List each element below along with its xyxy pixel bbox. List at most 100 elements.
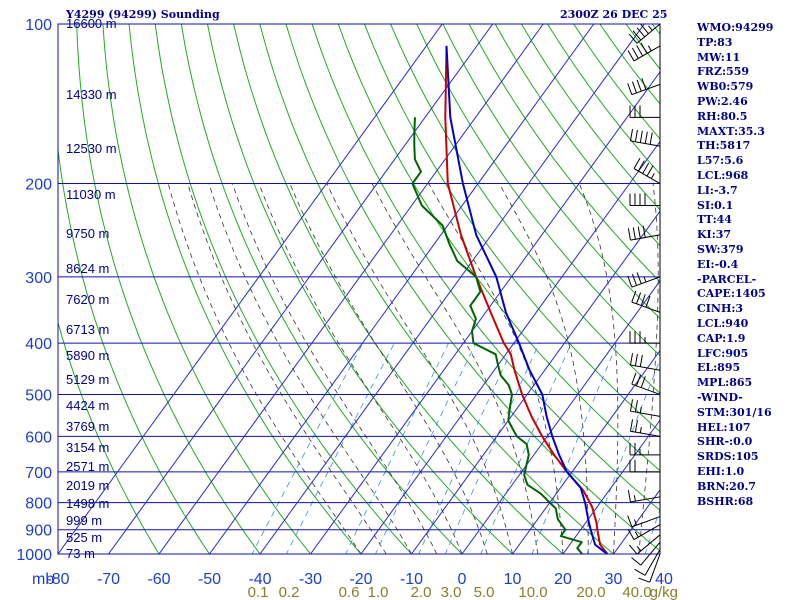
wind-barb-flag bbox=[634, 568, 646, 576]
index-item: WMO:94299 bbox=[697, 21, 774, 34]
index-item: WB0:579 bbox=[697, 80, 754, 94]
index-item: TH:5817 bbox=[697, 139, 751, 153]
wind-barb-flag bbox=[629, 399, 634, 412]
parcel-trace bbox=[445, 45, 609, 554]
pressure-tick-label: 200 bbox=[25, 177, 52, 194]
height-label: 525 m bbox=[66, 530, 102, 545]
index-item: MW:11 bbox=[697, 50, 741, 64]
isotherm-line bbox=[512, 349, 660, 554]
height-label: 999 m bbox=[66, 513, 102, 528]
wind-barb-flag bbox=[633, 157, 641, 169]
isotherm-line bbox=[360, 140, 660, 554]
temperature-tick-label: -20 bbox=[349, 571, 372, 588]
mixing-ratio-label: 0.1 bbox=[248, 584, 269, 600]
index-item: SI:0.1 bbox=[697, 198, 734, 212]
dry-adiabat bbox=[337, 24, 660, 472]
mixing-ratio-line bbox=[531, 342, 618, 554]
wind-barb-flag bbox=[628, 33, 638, 44]
temperature-tick-label: 20 bbox=[554, 571, 572, 588]
wind-barb bbox=[627, 42, 661, 62]
mixing-ratio-line bbox=[444, 342, 540, 554]
moist-adiabat bbox=[258, 183, 463, 554]
index-item: SRDS:105 bbox=[697, 450, 759, 464]
wind-barb-staff bbox=[630, 410, 661, 417]
dry-adiabat bbox=[285, 24, 660, 552]
height-label: 4424 m bbox=[66, 398, 109, 413]
mixing-ratio-label: 2.0 bbox=[411, 584, 432, 600]
temperature-tick-label: -30 bbox=[299, 571, 322, 588]
wind-barb bbox=[629, 331, 660, 344]
wind-barb-flag bbox=[637, 160, 645, 172]
dry-adiabat bbox=[390, 24, 660, 394]
index-item: HEL:107 bbox=[697, 420, 751, 434]
wind-barb-flag bbox=[627, 228, 631, 241]
wind-barb-flag bbox=[631, 273, 637, 286]
index-item: SHR-:0.0 bbox=[697, 435, 753, 449]
index-item: RH:80.5 bbox=[697, 109, 748, 123]
wind-barb-flag bbox=[640, 294, 646, 306]
dry-adiabat bbox=[207, 24, 514, 554]
height-label: 14330 m bbox=[66, 87, 117, 102]
wind-barb-half-flag bbox=[633, 519, 637, 526]
wind-barb-flag bbox=[636, 292, 642, 304]
wind-barb-flag bbox=[636, 79, 642, 92]
index-item: EHI:1.0 bbox=[697, 464, 745, 478]
wind-barb-flag bbox=[644, 131, 648, 144]
wind-barb-flag bbox=[640, 24, 649, 34]
wind-barb-flag bbox=[632, 30, 642, 41]
wind-barb-flag bbox=[629, 353, 634, 366]
height-label: 5890 m bbox=[66, 348, 109, 363]
wind-barb bbox=[631, 372, 661, 395]
height-label: 5129 m bbox=[66, 372, 109, 387]
index-item: CAPE:1405 bbox=[697, 287, 766, 301]
wind-barb-flag bbox=[629, 419, 634, 432]
mixing-ratio-label: 0.6 bbox=[339, 584, 360, 600]
temperature-tick-label: -40 bbox=[248, 571, 271, 588]
height-label: 3154 m bbox=[66, 440, 109, 455]
wind-barb-staff bbox=[631, 516, 661, 528]
isotherm-line bbox=[58, 24, 443, 554]
mixing-ratio-label: 0.2 bbox=[279, 584, 300, 600]
wind-barb-staff bbox=[630, 364, 661, 371]
temperature-tick-label: -10 bbox=[400, 571, 423, 588]
pressure-tick-label: 500 bbox=[25, 387, 52, 404]
index-item: TT:44 bbox=[697, 213, 732, 227]
wind-barb-staff bbox=[631, 383, 661, 395]
dry-adiabat bbox=[416, 24, 660, 357]
wind-barb bbox=[629, 419, 661, 437]
dewpoint-trace bbox=[411, 117, 584, 554]
index-item: BRN:20.7 bbox=[697, 479, 756, 493]
wind-barb-flag bbox=[642, 162, 650, 174]
wind-barb-flag bbox=[639, 354, 643, 367]
wind-barb-flag bbox=[627, 515, 633, 528]
mixing-ratio-line bbox=[375, 342, 477, 554]
wind-barb bbox=[628, 534, 661, 555]
mixing-ratio-line bbox=[251, 342, 364, 554]
dry-adiabat bbox=[468, 24, 660, 283]
height-label: 8624 m bbox=[66, 261, 109, 276]
wind-barb-flag bbox=[627, 83, 633, 95]
index-item: PW:2.46 bbox=[697, 94, 748, 108]
pressure-tick-label: 700 bbox=[25, 465, 52, 482]
mixing-ratio-label: 5.0 bbox=[474, 584, 495, 600]
moist-adiabat bbox=[167, 183, 362, 554]
wind-barb-flag bbox=[634, 420, 638, 433]
index-item: MAXT:35.3 bbox=[697, 124, 765, 138]
wind-barb-half-flag bbox=[650, 173, 655, 179]
index-item: LI:-3.7 bbox=[697, 183, 738, 197]
index-item: FRZ:559 bbox=[697, 65, 750, 79]
moist-adiabat bbox=[498, 183, 589, 554]
wind-barb bbox=[628, 23, 661, 44]
wind-barb-half-flag bbox=[648, 25, 653, 31]
moist-adiabat bbox=[326, 183, 513, 554]
chart-title: Y4299 (94299) Sounding bbox=[66, 8, 220, 21]
index-item: STM:301/16 bbox=[697, 405, 772, 419]
wind-barb-flag bbox=[627, 528, 635, 540]
height-label: 2571 m bbox=[66, 459, 109, 474]
moist-adiabat bbox=[371, 183, 539, 554]
wind-barb-flag bbox=[634, 129, 638, 142]
stability-indices-list: WMO:94299 TP:83 MW:11 FRZ:559 WB0:579 PW:2.46… bbox=[697, 21, 773, 509]
index-item: LCL:940 bbox=[697, 316, 749, 330]
wind-barb-flag bbox=[629, 129, 634, 142]
index-item: -PARCEL- bbox=[697, 272, 757, 286]
